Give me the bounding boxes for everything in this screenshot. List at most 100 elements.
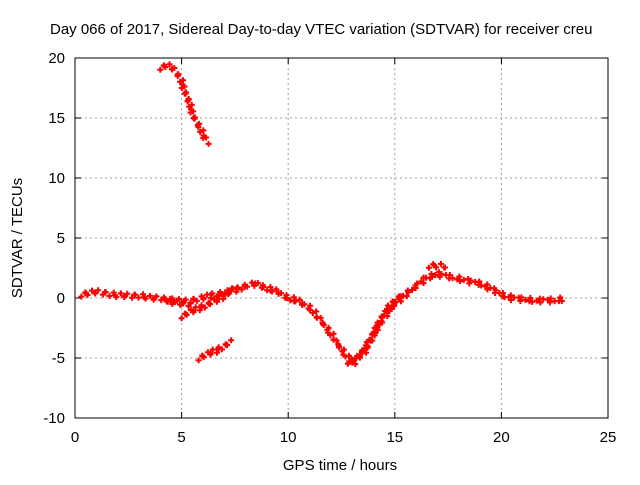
- data-point: [200, 294, 207, 301]
- x-tick-label: 20: [493, 429, 510, 446]
- data-point: [124, 290, 131, 297]
- data-point: [457, 278, 464, 285]
- data-point: [196, 307, 203, 314]
- data-point: [283, 294, 290, 301]
- data-point: [209, 346, 216, 353]
- data-point: [203, 134, 209, 141]
- data-point: [309, 309, 316, 316]
- data-point: [205, 140, 212, 147]
- data-point: [333, 337, 340, 344]
- data-point: [476, 278, 483, 285]
- y-tick-label: 15: [48, 110, 65, 127]
- data-point: [228, 337, 235, 344]
- data-point: [364, 343, 371, 350]
- data-point: [192, 304, 199, 311]
- y-tick-label: 5: [57, 230, 65, 247]
- data-point: [437, 260, 444, 267]
- data-point: [527, 294, 534, 301]
- data-point: [414, 280, 421, 287]
- data-point: [522, 296, 529, 303]
- data-point: [184, 98, 191, 105]
- data-point: [224, 342, 231, 349]
- y-tick-label: 10: [48, 170, 65, 187]
- plot-frame: [74, 57, 609, 419]
- data-point: [193, 297, 200, 304]
- data-point: [117, 290, 124, 297]
- data-point: [190, 307, 197, 314]
- data-point: [183, 311, 190, 318]
- data-point: [558, 297, 565, 304]
- data-point: [405, 289, 412, 296]
- data-series: [157, 61, 212, 147]
- data-point: [180, 298, 187, 305]
- chart-title: Day 066 of 2017, Sidereal Day-to-day VTE…: [50, 21, 592, 38]
- data-point: [340, 346, 347, 353]
- data-point: [229, 285, 236, 292]
- data-point: [384, 302, 391, 309]
- data-point: [345, 352, 352, 359]
- data-point: [366, 336, 373, 343]
- data-point: [142, 295, 149, 302]
- data-point: [507, 297, 514, 304]
- y-tick-label: -5: [52, 350, 65, 367]
- data-point: [403, 293, 410, 300]
- data-point: [557, 294, 564, 301]
- data-point: [238, 286, 245, 293]
- data-point: [95, 287, 102, 294]
- data-point: [195, 357, 202, 364]
- data-point: [492, 287, 499, 294]
- data-point: [84, 291, 91, 298]
- y-tick-label: -10: [43, 410, 65, 427]
- data-point: [306, 306, 313, 313]
- data-point: [225, 291, 232, 298]
- data-point: [356, 352, 363, 359]
- data-point: [533, 297, 540, 304]
- data-point: [518, 294, 525, 301]
- data-point: [215, 293, 222, 300]
- data-point: [113, 294, 120, 301]
- data-point: [190, 108, 197, 115]
- data-point: [428, 273, 435, 280]
- x-tick-label: 0: [71, 429, 79, 446]
- data-point: [260, 284, 267, 291]
- data-series: [163, 295, 194, 309]
- x-tick-label: 5: [177, 429, 185, 446]
- data-point: [187, 300, 194, 307]
- data-point: [374, 326, 381, 333]
- x-tick-label: 25: [600, 429, 617, 446]
- data-point: [371, 324, 378, 331]
- data-point: [197, 128, 204, 135]
- data-point: [358, 347, 365, 354]
- data-point: [344, 360, 351, 367]
- data-point: [201, 304, 208, 311]
- data-point: [162, 63, 169, 70]
- data-series: [178, 285, 236, 322]
- data-point: [215, 344, 222, 351]
- data-point: [313, 308, 320, 315]
- data-point: [296, 296, 303, 303]
- data-point: [146, 292, 153, 299]
- data-point: [292, 298, 299, 305]
- data-point: [352, 361, 359, 368]
- data-point: [135, 294, 142, 301]
- data-point: [166, 61, 173, 68]
- data-point: [529, 298, 536, 305]
- data-point: [467, 277, 474, 284]
- data-point: [379, 313, 386, 320]
- data-point: [254, 279, 261, 286]
- data-point: [278, 290, 285, 297]
- data-point: [547, 295, 554, 302]
- data-layer: [78, 61, 565, 368]
- data-point: [169, 300, 176, 307]
- data-point: [209, 290, 216, 297]
- data-point: [537, 299, 544, 306]
- data-point: [207, 301, 214, 308]
- data-point: [207, 350, 214, 357]
- x-tick-label: 15: [386, 429, 403, 446]
- data-point: [392, 299, 399, 306]
- data-point: [327, 332, 334, 339]
- data-point: [174, 73, 181, 80]
- data-point: [320, 322, 327, 329]
- data-point: [336, 344, 343, 351]
- data-point: [376, 320, 383, 327]
